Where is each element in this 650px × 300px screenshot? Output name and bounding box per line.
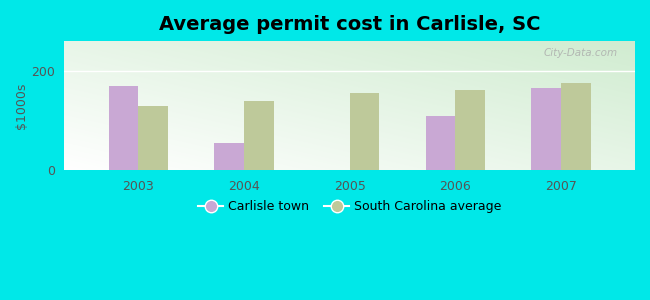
Legend: Carlisle town, South Carolina average: Carlisle town, South Carolina average: [193, 195, 506, 218]
Bar: [214, 143, 244, 170]
Bar: [532, 88, 561, 170]
Bar: [138, 106, 168, 170]
Y-axis label: $1000s: $1000s: [15, 82, 28, 129]
Bar: [426, 116, 456, 170]
Title: Average permit cost in Carlisle, SC: Average permit cost in Carlisle, SC: [159, 15, 540, 34]
Text: City-Data.com: City-Data.com: [544, 48, 618, 58]
Bar: [244, 101, 274, 170]
Bar: [109, 86, 138, 170]
Bar: [561, 83, 591, 170]
Bar: [350, 93, 380, 170]
Bar: [456, 90, 485, 170]
